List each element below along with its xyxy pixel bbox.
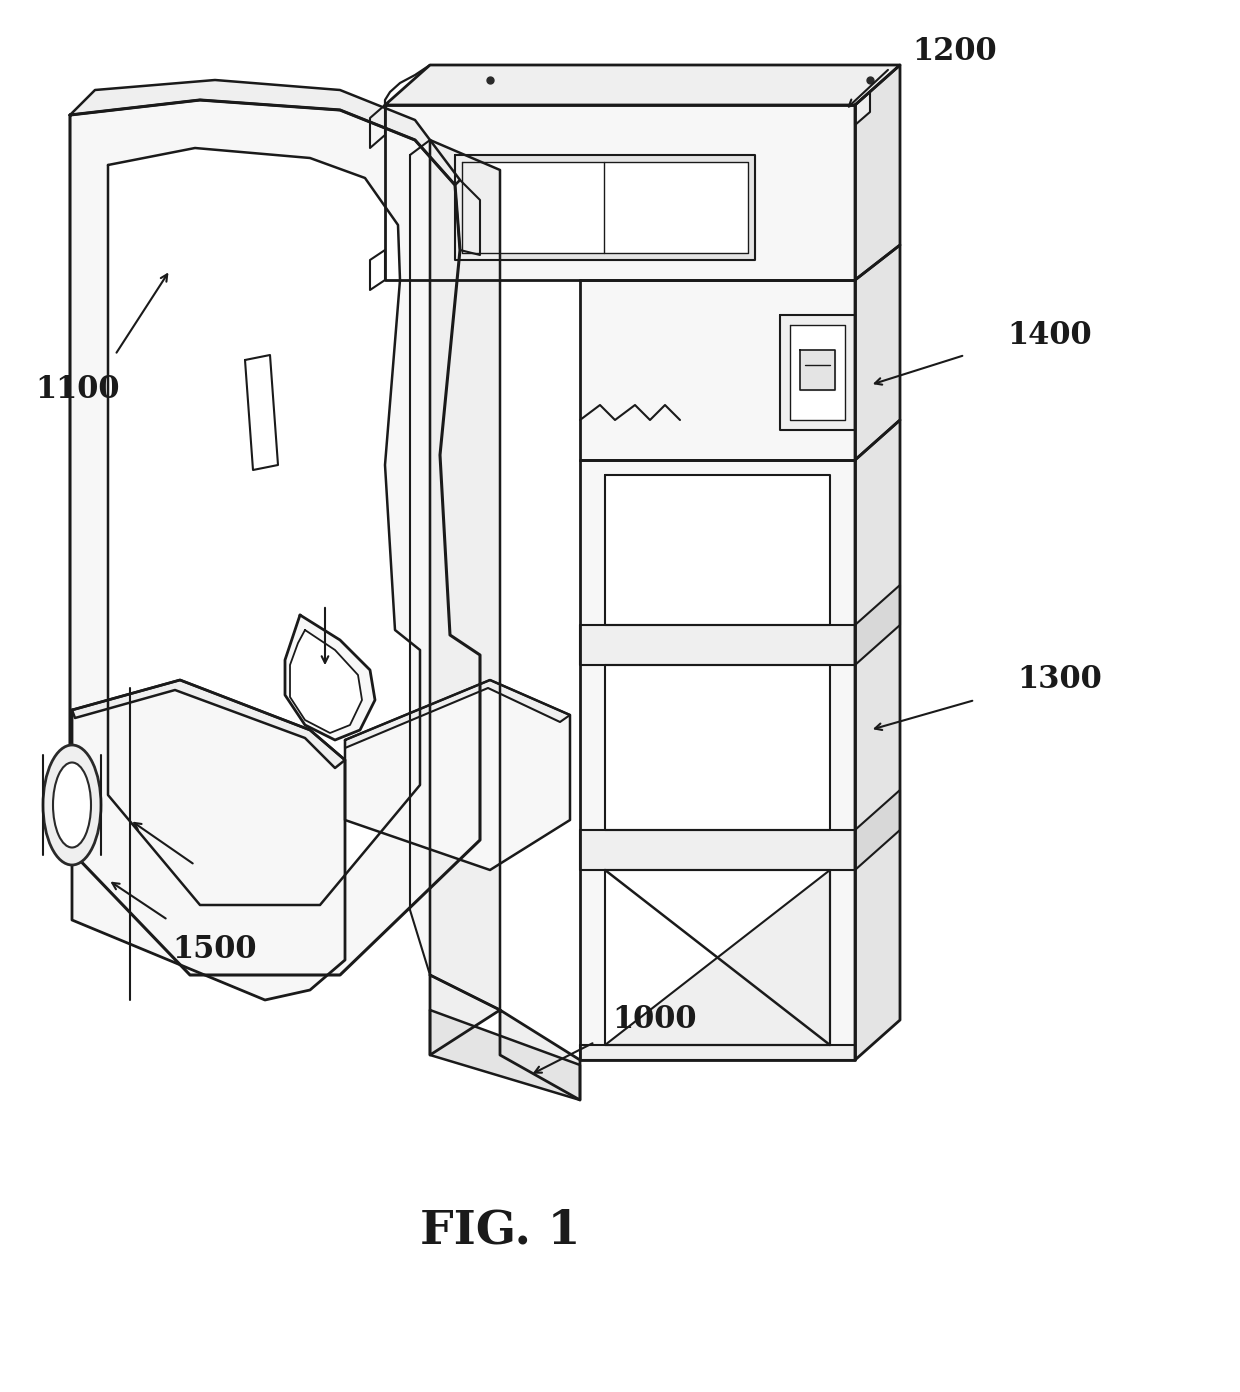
Polygon shape	[384, 104, 856, 280]
Text: FIG. 1: FIG. 1	[420, 1207, 580, 1253]
Polygon shape	[455, 155, 755, 260]
Text: 1300: 1300	[1018, 664, 1102, 696]
Polygon shape	[72, 681, 345, 768]
Polygon shape	[605, 475, 830, 625]
Polygon shape	[463, 161, 748, 253]
Ellipse shape	[53, 763, 91, 848]
Polygon shape	[856, 245, 900, 459]
Polygon shape	[790, 324, 844, 420]
Polygon shape	[455, 180, 480, 255]
Polygon shape	[285, 615, 374, 741]
Polygon shape	[580, 280, 856, 459]
Polygon shape	[430, 974, 580, 1100]
Polygon shape	[800, 349, 835, 390]
Ellipse shape	[43, 745, 100, 864]
Polygon shape	[580, 830, 856, 870]
Polygon shape	[856, 791, 900, 870]
Text: 1100: 1100	[36, 374, 120, 405]
Polygon shape	[370, 251, 384, 290]
Polygon shape	[580, 625, 856, 665]
Polygon shape	[856, 92, 870, 125]
Polygon shape	[345, 681, 570, 748]
Polygon shape	[384, 65, 900, 104]
Text: 1400: 1400	[1008, 320, 1092, 351]
Polygon shape	[246, 355, 278, 470]
Polygon shape	[856, 585, 900, 665]
Text: 1500: 1500	[172, 934, 257, 966]
Polygon shape	[580, 1045, 856, 1059]
Polygon shape	[856, 65, 900, 280]
Polygon shape	[72, 681, 345, 999]
Polygon shape	[108, 148, 420, 905]
Polygon shape	[605, 870, 830, 1045]
Polygon shape	[410, 141, 430, 974]
Polygon shape	[69, 100, 480, 974]
Text: 1000: 1000	[613, 1005, 697, 1036]
Polygon shape	[605, 665, 830, 830]
Polygon shape	[370, 104, 384, 148]
Polygon shape	[430, 141, 500, 1011]
Polygon shape	[780, 315, 856, 430]
Polygon shape	[69, 79, 460, 185]
Polygon shape	[345, 681, 570, 870]
Polygon shape	[430, 1011, 580, 1100]
Polygon shape	[290, 631, 362, 734]
Polygon shape	[856, 420, 900, 1059]
Polygon shape	[605, 870, 830, 1045]
Text: 1200: 1200	[913, 36, 997, 67]
Polygon shape	[580, 459, 856, 1059]
